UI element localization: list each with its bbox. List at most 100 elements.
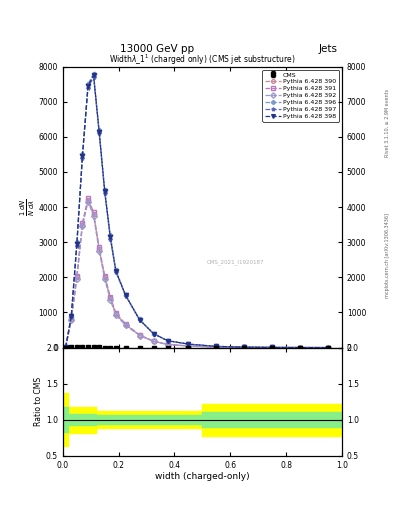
- Pythia 6.428 391: [108, 293, 113, 300]
- Pythia 6.428 396: [298, 345, 303, 351]
- Pythia 6.428 398: [137, 317, 142, 323]
- Pythia 6.428 398: [270, 344, 275, 350]
- Pythia 6.428 391: [298, 345, 303, 351]
- Pythia 6.428 391: [103, 272, 107, 279]
- Pythia 6.428 398: [242, 344, 247, 350]
- Pythia 6.428 390: [80, 222, 85, 228]
- Pythia 6.428 391: [80, 220, 85, 226]
- Pythia 6.428 398: [75, 241, 79, 247]
- Pythia 6.428 392: [86, 199, 90, 205]
- Pythia 6.428 396: [63, 344, 68, 350]
- Pythia 6.428 392: [298, 345, 303, 351]
- Pythia 6.428 398: [298, 345, 303, 351]
- Text: 13000 GeV pp: 13000 GeV pp: [120, 44, 194, 54]
- Pythia 6.428 390: [214, 344, 219, 350]
- Pythia 6.428 390: [114, 311, 118, 317]
- X-axis label: width (charged-only): width (charged-only): [155, 472, 250, 481]
- Pythia 6.428 392: [137, 333, 142, 339]
- Pythia 6.428 396: [137, 316, 142, 323]
- Pythia 6.428 396: [186, 341, 191, 347]
- Text: Rivet 3.1.10, ≥ 2.9M events: Rivet 3.1.10, ≥ 2.9M events: [385, 89, 390, 157]
- Pythia 6.428 390: [123, 322, 128, 328]
- Pythia 6.428 391: [91, 209, 96, 216]
- Pythia 6.428 390: [63, 345, 68, 351]
- Text: Jets: Jets: [319, 44, 338, 54]
- Pythia 6.428 392: [123, 323, 128, 329]
- Pythia 6.428 392: [165, 342, 170, 348]
- Line: Pythia 6.428 390: Pythia 6.428 390: [64, 198, 330, 350]
- Pythia 6.428 392: [80, 223, 85, 229]
- Pythia 6.428 391: [114, 310, 118, 316]
- Line: Pythia 6.428 397: Pythia 6.428 397: [64, 75, 330, 350]
- Pythia 6.428 397: [86, 84, 90, 91]
- Pythia 6.428 390: [186, 343, 191, 349]
- Pythia 6.428 396: [326, 345, 331, 351]
- Pythia 6.428 398: [186, 341, 191, 347]
- Pythia 6.428 396: [75, 239, 79, 245]
- Pythia 6.428 391: [326, 345, 331, 351]
- Text: CMS_2021_I1920187: CMS_2021_I1920187: [207, 259, 264, 265]
- Pythia 6.428 392: [108, 297, 113, 303]
- Pythia 6.428 390: [86, 197, 90, 203]
- Line: Pythia 6.428 392: Pythia 6.428 392: [64, 200, 330, 350]
- Text: mcplots.cern.ch [arXiv:1306.3436]: mcplots.cern.ch [arXiv:1306.3436]: [385, 214, 390, 298]
- Pythia 6.428 391: [97, 244, 101, 250]
- Pythia 6.428 397: [69, 314, 73, 320]
- Pythia 6.428 397: [97, 130, 101, 136]
- Line: Pythia 6.428 391: Pythia 6.428 391: [64, 196, 330, 350]
- Pythia 6.428 398: [114, 268, 118, 274]
- Pythia 6.428 390: [151, 338, 156, 345]
- Pythia 6.428 391: [242, 344, 247, 350]
- Pythia 6.428 392: [214, 344, 219, 350]
- Pythia 6.428 398: [97, 129, 101, 135]
- Pythia 6.428 398: [214, 344, 219, 350]
- Pythia 6.428 391: [165, 342, 170, 348]
- Pythia 6.428 392: [186, 343, 191, 349]
- Pythia 6.428 390: [242, 344, 247, 350]
- Pythia 6.428 398: [123, 292, 128, 298]
- Pythia 6.428 390: [108, 295, 113, 302]
- Pythia 6.428 397: [103, 190, 107, 196]
- Y-axis label: $\frac{1}{N}\frac{dN}{d\lambda}$: $\frac{1}{N}\frac{dN}{d\lambda}$: [19, 198, 37, 216]
- Pythia 6.428 390: [103, 274, 107, 281]
- Pythia 6.428 392: [103, 276, 107, 282]
- Pythia 6.428 390: [137, 332, 142, 338]
- Pythia 6.428 396: [114, 267, 118, 273]
- Pythia 6.428 398: [151, 331, 156, 337]
- Pythia 6.428 396: [80, 152, 85, 158]
- Pythia 6.428 396: [214, 343, 219, 349]
- Pythia 6.428 397: [242, 344, 247, 350]
- Pythia 6.428 397: [108, 236, 113, 242]
- Pythia 6.428 391: [69, 316, 73, 322]
- Pythia 6.428 398: [108, 234, 113, 240]
- Pythia 6.428 391: [86, 195, 90, 201]
- Pythia 6.428 390: [298, 345, 303, 351]
- Pythia 6.428 398: [103, 188, 107, 195]
- Pythia 6.428 391: [151, 338, 156, 344]
- Pythia 6.428 391: [270, 345, 275, 351]
- Pythia 6.428 396: [242, 344, 247, 350]
- Pythia 6.428 392: [75, 276, 79, 282]
- Pythia 6.428 396: [270, 344, 275, 350]
- Pythia 6.428 397: [80, 155, 85, 161]
- Pythia 6.428 398: [63, 344, 68, 350]
- Pythia 6.428 397: [326, 345, 331, 351]
- Pythia 6.428 397: [91, 74, 96, 80]
- Pythia 6.428 390: [165, 342, 170, 348]
- Pythia 6.428 391: [214, 344, 219, 350]
- Pythia 6.428 397: [123, 293, 128, 299]
- Pythia 6.428 392: [270, 345, 275, 351]
- Pythia 6.428 397: [63, 344, 68, 350]
- Pythia 6.428 396: [151, 330, 156, 336]
- Pythia 6.428 397: [114, 269, 118, 275]
- Line: Pythia 6.428 398: Pythia 6.428 398: [64, 73, 330, 350]
- Pythia 6.428 396: [123, 292, 128, 298]
- Pythia 6.428 398: [91, 72, 96, 78]
- Pythia 6.428 390: [270, 345, 275, 351]
- Pythia 6.428 398: [86, 83, 90, 89]
- Pythia 6.428 391: [186, 343, 191, 349]
- Line: Pythia 6.428 396: Pythia 6.428 396: [64, 72, 330, 350]
- Pythia 6.428 397: [186, 341, 191, 347]
- Pythia 6.428 396: [97, 126, 101, 133]
- Pythia 6.428 398: [326, 345, 331, 351]
